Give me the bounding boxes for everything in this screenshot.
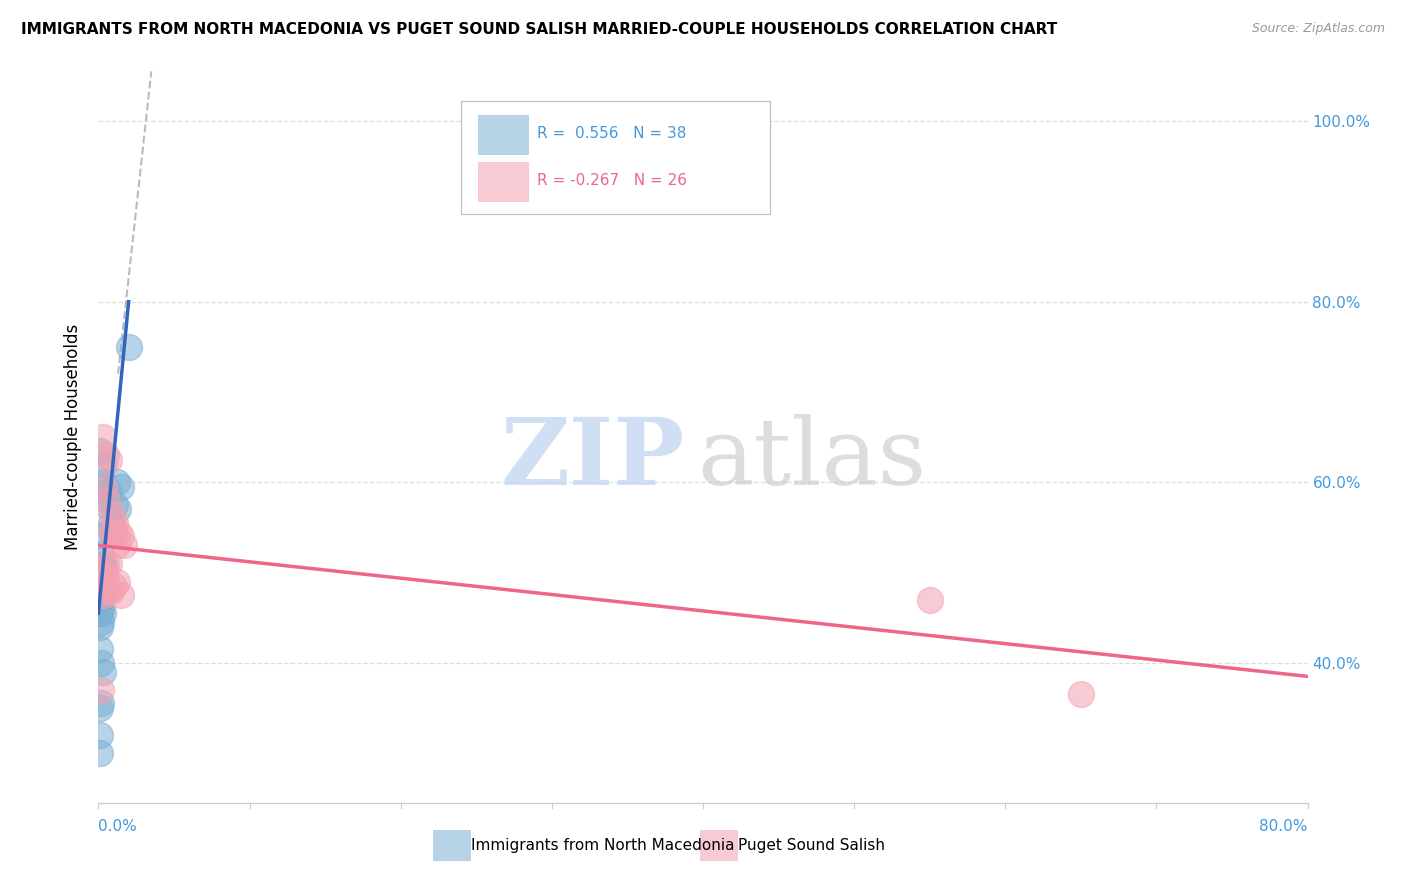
Text: Immigrants from North Macedonia: Immigrants from North Macedonia (471, 838, 734, 853)
Point (90, 615, 112, 630)
Point (89, 620, 111, 634)
Point (91, 665, 114, 679)
Point (104, 516, 127, 530)
Point (90, 574, 112, 589)
Point (90, 697, 112, 711)
Point (103, 524, 125, 539)
Point (93, 561, 115, 575)
Point (96, 583, 118, 598)
Point (118, 340, 141, 354)
Point (89, 642, 111, 657)
Point (90, 480, 112, 494)
Text: 80.0%: 80.0% (1260, 819, 1308, 834)
Point (90, 656, 112, 670)
Point (90, 592, 112, 607)
Point (89, 728, 111, 742)
Point (103, 524, 125, 539)
Text: 0.0%: 0.0% (98, 819, 138, 834)
Point (87, 574, 110, 589)
Point (1070, 688, 1092, 702)
Point (94, 557, 117, 571)
Point (110, 529, 132, 543)
Text: ZIP: ZIP (501, 414, 685, 504)
Point (105, 538, 128, 552)
Point (100, 524, 122, 539)
Point (104, 498, 127, 512)
Point (101, 507, 124, 521)
FancyBboxPatch shape (478, 161, 527, 201)
Point (90, 682, 112, 697)
Point (91, 475, 114, 490)
Point (91, 557, 114, 571)
Point (100, 583, 122, 598)
Point (107, 524, 129, 539)
Point (89, 701, 111, 715)
Point (98, 557, 121, 571)
Point (98, 452, 121, 467)
Point (94, 570, 117, 584)
Point (90, 548, 112, 562)
Point (90, 601, 112, 615)
Point (93, 457, 115, 471)
Point (98, 484, 121, 499)
Text: IMMIGRANTS FROM NORTH MACEDONIA VS PUGET SOUND SALISH MARRIED-COUPLE HOUSEHOLDS : IMMIGRANTS FROM NORTH MACEDONIA VS PUGET… (21, 22, 1057, 37)
Point (93, 480, 115, 494)
Point (87, 592, 110, 607)
Point (91, 566, 114, 580)
Point (100, 516, 122, 530)
Point (89, 443, 111, 458)
Point (96, 493, 118, 508)
Point (105, 574, 128, 589)
Point (89, 746, 111, 760)
FancyBboxPatch shape (461, 101, 769, 214)
Point (101, 524, 124, 539)
Point (94, 448, 117, 462)
Point (91, 430, 114, 444)
Text: R =  0.556   N = 38: R = 0.556 N = 38 (537, 127, 686, 142)
Point (107, 502, 129, 516)
Point (89, 606, 111, 620)
Y-axis label: Married-couple Households: Married-couple Households (65, 324, 83, 550)
Point (91, 566, 114, 580)
Point (103, 579, 125, 593)
Point (918, 592, 941, 607)
Text: Puget Sound Salish: Puget Sound Salish (738, 838, 886, 853)
Point (93, 588, 115, 602)
Point (105, 475, 128, 490)
Point (94, 498, 117, 512)
Point (89, 566, 111, 580)
Point (91, 606, 114, 620)
Text: Source: ZipAtlas.com: Source: ZipAtlas.com (1251, 22, 1385, 36)
FancyBboxPatch shape (478, 115, 527, 154)
Text: R = -0.267   N = 26: R = -0.267 N = 26 (537, 173, 688, 188)
Point (112, 538, 135, 552)
Point (96, 493, 118, 508)
Text: atlas: atlas (697, 414, 927, 504)
Point (89, 529, 111, 543)
Point (110, 480, 132, 494)
Point (110, 588, 132, 602)
Point (89, 592, 111, 607)
